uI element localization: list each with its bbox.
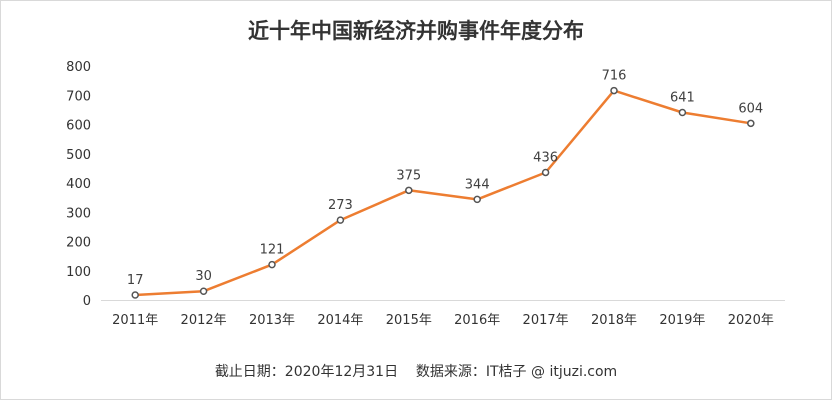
x-tick-label: 2018年 — [591, 313, 637, 328]
x-tick-label: 2015年 — [386, 313, 432, 328]
data-label: 604 — [738, 101, 763, 116]
data-label: 436 — [533, 150, 558, 165]
data-point — [473, 195, 481, 204]
data-point — [268, 260, 276, 269]
data-label: 273 — [328, 198, 353, 213]
x-tick-label: 2014年 — [317, 313, 363, 328]
x-tick-label: 2017年 — [523, 313, 569, 328]
y-tick-label: 200 — [66, 236, 91, 251]
x-tick-label: 2012年 — [181, 313, 227, 328]
data-label: 17 — [127, 273, 144, 288]
data-point — [131, 291, 139, 299]
data-point — [405, 186, 413, 195]
data-point — [199, 287, 208, 295]
x-tick-label: 2019年 — [659, 313, 705, 328]
y-tick-label: 400 — [66, 177, 91, 192]
x-tick-label: 2013年 — [249, 313, 295, 328]
y-tick-label: 600 — [66, 119, 91, 134]
x-tick-label: 2020年 — [728, 313, 774, 328]
data-point — [336, 216, 345, 224]
data-label: 344 — [465, 177, 490, 192]
data-label: 716 — [602, 69, 627, 84]
data-point — [610, 86, 618, 95]
data-point — [747, 119, 755, 128]
chart-footnote: 截止日期：2020年12月31日 数据来源：IT桔子 @ itjuzi.com — [214, 364, 618, 380]
chart-title: 近十年中国新经济并购事件年度分布 — [248, 19, 584, 43]
y-tick-label: 300 — [66, 206, 91, 221]
y-tick-label: 800 — [66, 60, 91, 75]
data-point — [678, 108, 687, 117]
data-label: 121 — [260, 243, 285, 258]
y-tick-label: 100 — [66, 265, 91, 280]
data-point — [541, 168, 550, 177]
data-label: 30 — [195, 269, 212, 284]
data-label: 375 — [396, 168, 421, 183]
y-tick-label: 0 — [83, 294, 91, 309]
series-line — [135, 89, 751, 297]
x-tick-label: 2011年 — [112, 313, 158, 328]
y-tick-label: 500 — [66, 148, 91, 163]
y-tick-label: 700 — [66, 89, 91, 104]
x-tick-label: 2016年 — [454, 313, 500, 328]
data-label: 641 — [670, 91, 695, 106]
